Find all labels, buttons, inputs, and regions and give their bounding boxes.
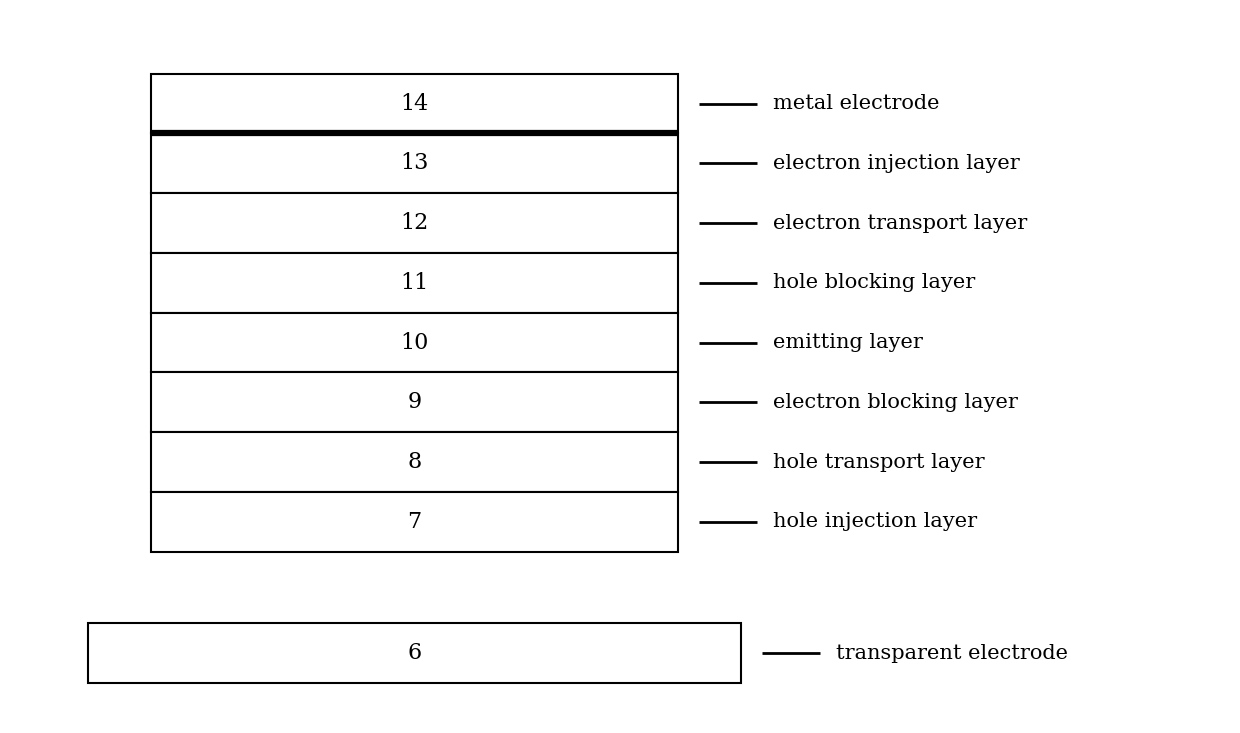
Text: 11: 11	[401, 272, 429, 294]
Text: electron injection layer: electron injection layer	[773, 154, 1019, 173]
Text: hole transport layer: hole transport layer	[773, 452, 985, 471]
Text: 7: 7	[408, 511, 422, 533]
Text: 8: 8	[407, 451, 422, 473]
Bar	[151, 194, 678, 253]
Bar	[151, 133, 678, 194]
Text: 9: 9	[408, 391, 422, 413]
Text: electron blocking layer: electron blocking layer	[773, 393, 1018, 412]
Bar	[151, 372, 678, 432]
Text: 6: 6	[408, 642, 422, 664]
Text: electron transport layer: electron transport layer	[773, 213, 1027, 232]
Bar	[151, 73, 678, 133]
Text: transparent electrode: transparent electrode	[836, 644, 1068, 663]
Text: metal electrode: metal electrode	[773, 94, 940, 113]
Text: emitting layer: emitting layer	[773, 333, 923, 352]
Bar	[151, 432, 678, 492]
Text: 12: 12	[401, 212, 429, 234]
Bar	[151, 492, 678, 552]
Text: 10: 10	[401, 331, 429, 353]
Bar	[88, 624, 742, 683]
Text: 13: 13	[401, 152, 429, 174]
Bar	[151, 253, 678, 313]
Text: hole blocking layer: hole blocking layer	[773, 273, 975, 292]
Bar	[151, 313, 678, 372]
Text: hole injection layer: hole injection layer	[773, 512, 977, 531]
Text: 14: 14	[401, 92, 429, 114]
